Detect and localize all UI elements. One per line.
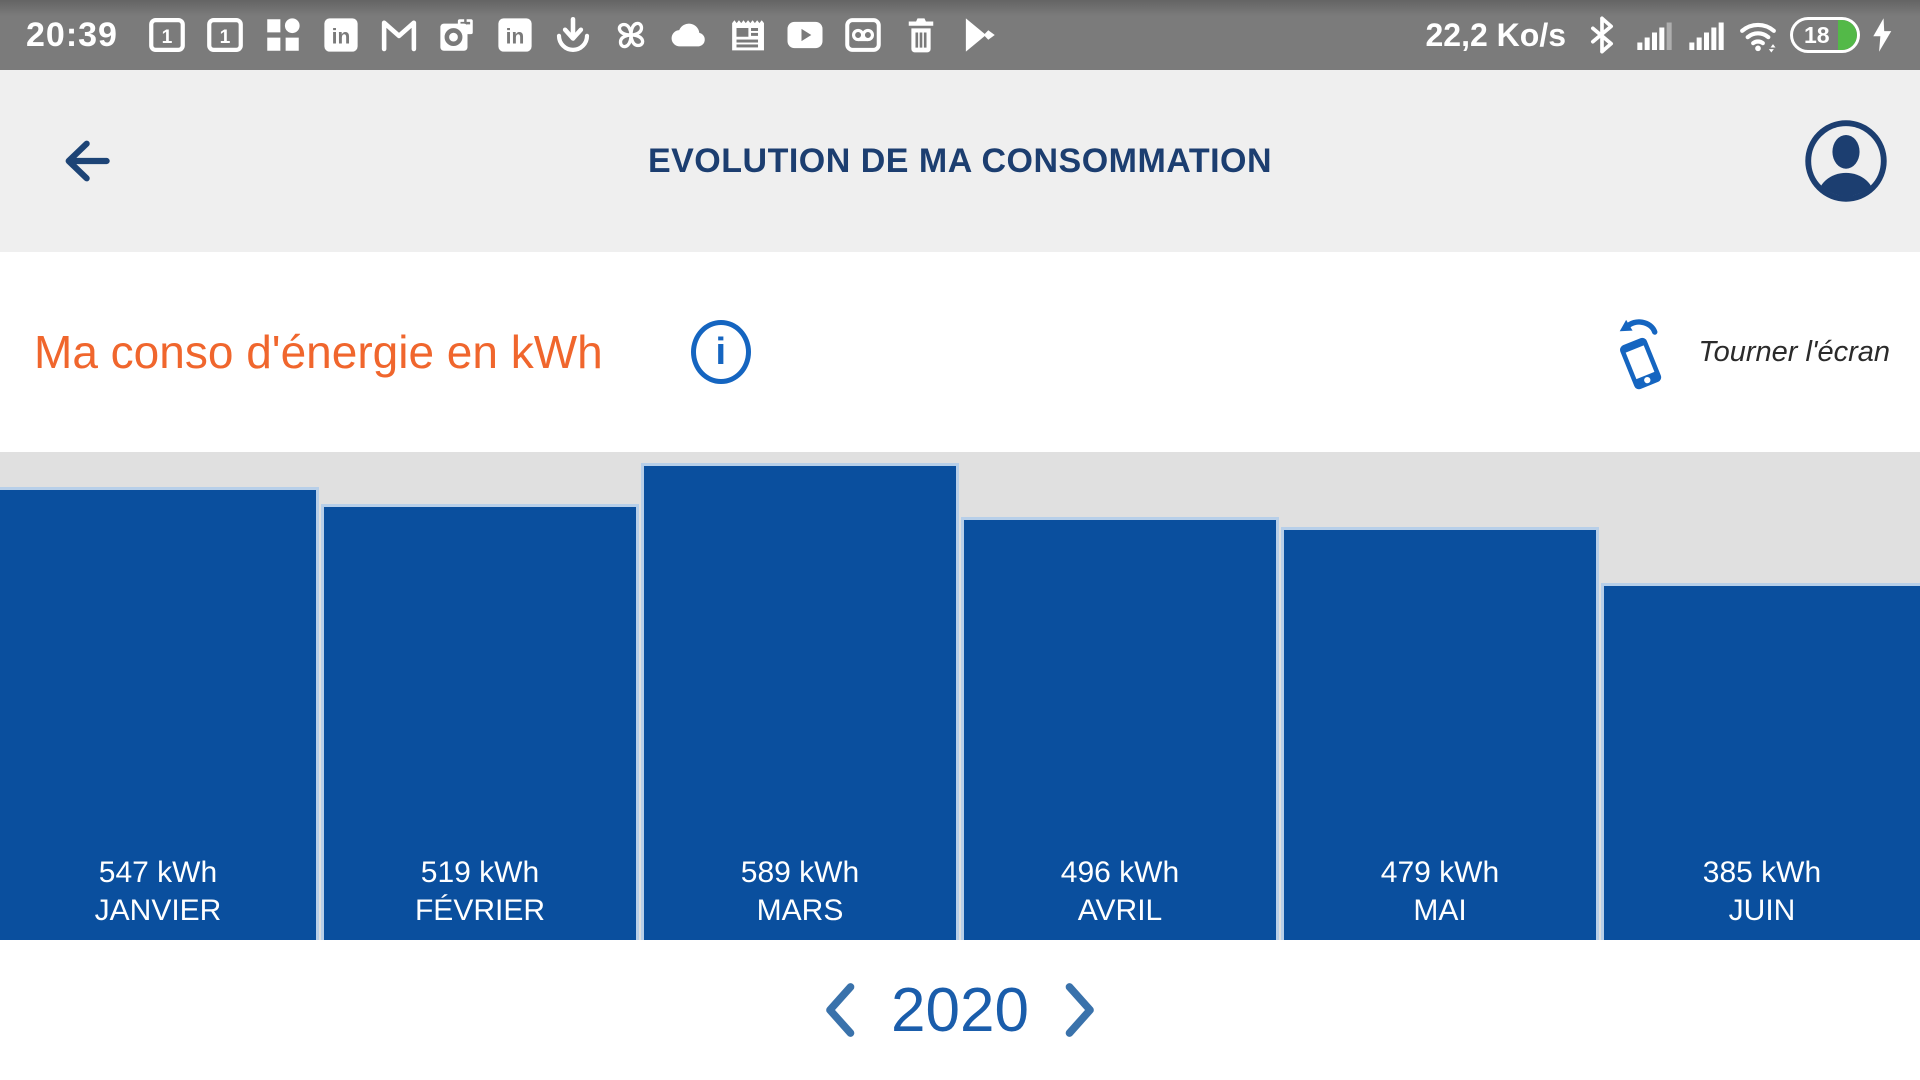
bar-labels: 547 kWh JANVIER [0, 854, 316, 930]
voicemail-icon [842, 14, 884, 56]
bar-value-label: 385 kWh [1702, 856, 1822, 889]
consumption-bar-chart: 547 kWh JANVIER 519 kWh FÉVRIER 589 kWh MARS 4… [0, 452, 1920, 940]
bar-labels: 385 kWh JUIN [1604, 854, 1920, 930]
bar-value-label: 547 kWh [98, 856, 218, 889]
trash-icon [900, 14, 942, 56]
linkedin-icon: in [320, 14, 362, 56]
bar-month-label: FÉVRIER [414, 894, 546, 927]
bar-month-label: MAI [1413, 894, 1467, 927]
bar-juin[interactable]: 385 kWh JUIN [1601, 583, 1920, 940]
calendar-icon: 1 [204, 14, 246, 56]
cloud-icon [668, 14, 710, 56]
status-time: 20:39 [26, 15, 118, 54]
widgets-icon [262, 14, 304, 56]
header: EVOLUTION DE MA CONSOMMATION [0, 70, 1920, 252]
bar-janvier[interactable]: 547 kWh JANVIER [0, 487, 319, 940]
chevron-right-icon [1065, 983, 1094, 1037]
battery-icon: 18 [1790, 17, 1860, 53]
bar-month-label: AVRIL [1077, 894, 1163, 927]
download-icon [552, 14, 594, 56]
section-title: Ma conso d'énergie en kWh [34, 326, 603, 378]
bar-cell-février: 519 kWh FÉVRIER [320, 452, 640, 940]
linkedin-icon: in [494, 14, 536, 56]
bar-month-label: JANVIER [94, 894, 222, 927]
bar-value-label: 589 kWh [740, 856, 860, 889]
year-navigation: 2020 [0, 940, 1920, 1080]
rotate-hint-label: Tourner l'écran [1698, 335, 1890, 368]
svg-text:in: in [506, 25, 525, 48]
signal-strength-icon-sim1 [1634, 15, 1674, 55]
rotate-screen-icon [1599, 310, 1679, 394]
bar-month-label: MARS [756, 894, 844, 927]
bluetooth-icon [1582, 15, 1622, 55]
section-head: Ma conso d'énergie en kWh i Tourner l'éc… [0, 252, 1920, 452]
wifi-icon [1738, 15, 1778, 55]
bar-labels: 589 kWh MARS [644, 854, 956, 930]
page-title: EVOLUTION DE MA CONSOMMATION [647, 141, 1273, 180]
svg-text:1: 1 [162, 27, 173, 48]
bar-mars[interactable]: 589 kWh MARS [641, 463, 959, 940]
bar-février[interactable]: 519 kWh FÉVRIER [321, 504, 639, 940]
bar-cell-juin: 385 kWh JUIN [1600, 452, 1920, 940]
signal-strength-icon-sim2 [1686, 15, 1726, 55]
calendar-icon: 1 [146, 14, 188, 56]
bar-mai[interactable]: 479 kWh MAI [1281, 527, 1599, 940]
person-icon [1805, 120, 1887, 202]
back-button[interactable] [52, 129, 116, 193]
status-indicators: 22,2 Ko/s 18 [1425, 15, 1894, 55]
svg-text:1: 1 [220, 27, 231, 48]
back-arrow-icon [65, 140, 110, 182]
bar-avril[interactable]: 496 kWh AVRIL [961, 517, 1279, 940]
google-play-icon [958, 14, 1000, 56]
profile-avatar[interactable] [1802, 117, 1890, 205]
bar-value-label: 519 kWh [420, 856, 540, 889]
notification-icons: 1 1 in in [146, 14, 1000, 56]
bar-cell-janvier: 547 kWh JANVIER [0, 452, 320, 940]
bar-labels: 519 kWh FÉVRIER [324, 854, 636, 930]
news-icon [726, 14, 768, 56]
svg-text:in: in [332, 25, 351, 48]
bar-cell-mai: 479 kWh MAI [1280, 452, 1600, 940]
youtube-icon [784, 14, 826, 56]
outlook-icon [436, 14, 478, 56]
bar-month-label: JUIN [1728, 894, 1796, 927]
fan-icon [610, 14, 652, 56]
bar-cell-mars: 589 kWh MARS [640, 452, 960, 940]
network-speed: 22,2 Ko/s [1425, 16, 1566, 53]
info-icon[interactable]: i [690, 320, 751, 384]
battery-fill [1838, 20, 1857, 50]
next-year-button[interactable] [1059, 982, 1103, 1038]
status-bar: 20:39 1 1 in in 22,2 Ko/s 18 [0, 0, 1920, 70]
battery-percent: 18 [1804, 21, 1830, 48]
year-label: 2020 [891, 975, 1029, 1045]
bar-cell-avril: 496 kWh AVRIL [960, 452, 1280, 940]
bar-labels: 479 kWh MAI [1284, 854, 1596, 930]
chevron-left-icon [826, 983, 855, 1037]
bar-value-label: 479 kWh [1380, 856, 1500, 889]
bar-value-label: 496 kWh [1060, 856, 1180, 889]
previous-year-button[interactable] [817, 982, 861, 1038]
bar-labels: 496 kWh AVRIL [964, 854, 1276, 930]
gmail-icon [378, 14, 420, 56]
charging-icon [1872, 17, 1894, 53]
rotate-screen-hint: Tourner l'écran [1599, 310, 1890, 394]
